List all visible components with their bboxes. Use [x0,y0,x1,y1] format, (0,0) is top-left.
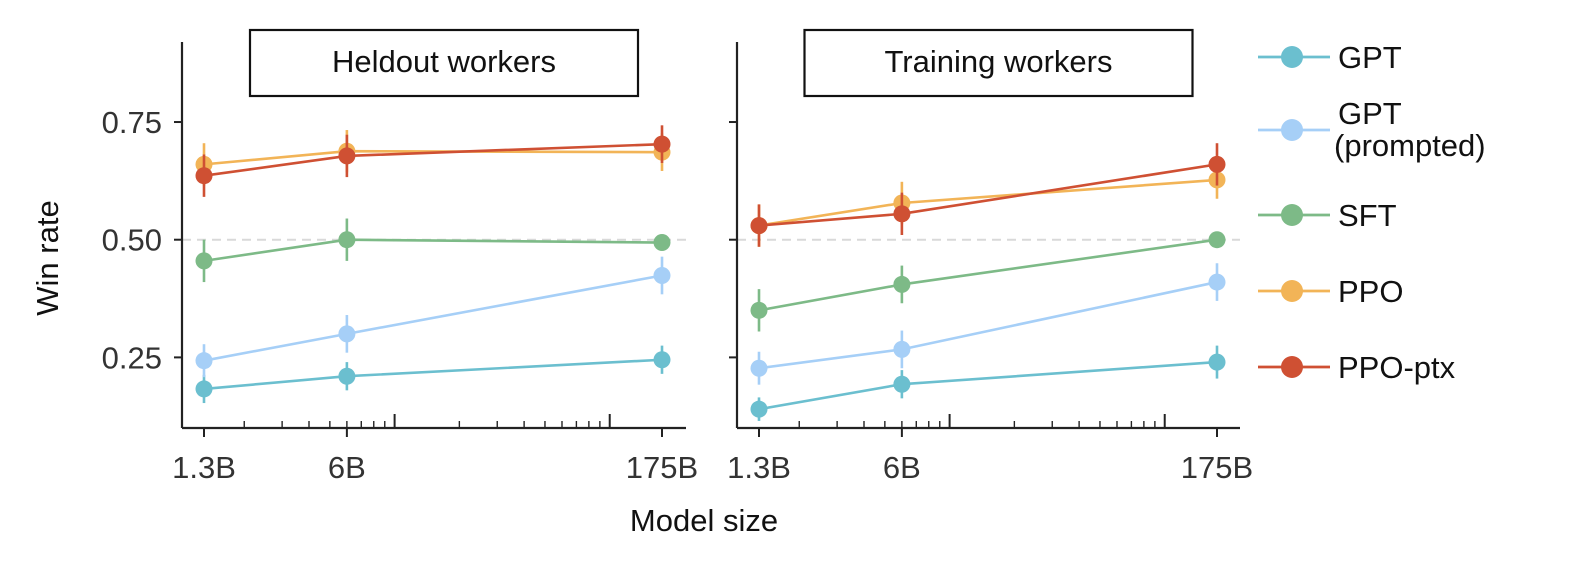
x-tick-label: 175B [1181,450,1253,485]
x-axis-label: Model size [630,503,778,538]
data-point [338,325,356,343]
data-point [653,135,671,153]
x-tick-label: 1.3B [727,450,791,485]
legend-label: GPT [1338,96,1402,131]
data-point [893,375,911,393]
data-point [750,359,768,377]
series-gpt [750,345,1226,421]
series-line [203,274,663,362]
data-point [653,266,671,284]
data-point [750,301,768,319]
legend-item-gpt-prompted-: GPT(prompted) [1258,96,1486,163]
legend-label: PPO [1338,274,1403,309]
data-point [750,400,768,418]
x-tick-label: 175B [626,450,698,485]
data-point [1208,155,1226,173]
data-point [338,147,356,165]
legend-item-sft: SFT [1258,198,1397,233]
legend-label-line2: (prompted) [1334,128,1486,163]
y-tick-label: 0.50 [102,223,162,258]
series-gpt [195,345,671,404]
panel-title-box [248,28,640,98]
legend-marker [1281,46,1303,68]
series-ppo-ptx [750,143,1226,247]
panel-1: 1.3B 6B 175B Training workers [727,28,1253,485]
series-ppo [195,130,671,186]
data-point [195,380,213,398]
data-point [195,252,213,270]
legend-item-ppo: PPO [1258,274,1403,309]
series-line [203,238,663,263]
data-point [893,275,911,293]
legend-marker [1281,204,1303,226]
series-ppo-ptx [195,125,671,197]
y-tick-label: 0.75 [102,105,162,140]
legend-item-ppo-ptx: PPO-ptx [1258,350,1456,385]
data-point [195,352,213,370]
data-point [893,205,911,223]
panel-title: Training workers [885,44,1113,79]
series-line [758,280,1218,370]
legend-marker [1281,356,1303,378]
data-point [893,340,911,358]
data-point [653,351,671,369]
x-tick-label: 1.3B [172,450,236,485]
panel-0: 0.25 0.50 0.75 1.3B 6B 175B Heldout workers [102,28,698,485]
legend-marker [1281,119,1303,141]
data-point [750,217,768,235]
data-point [338,367,356,385]
data-point [195,167,213,185]
x-tick-label: 6B [883,450,921,485]
x-tick-label: 6B [328,450,366,485]
legend-label: GPT [1338,40,1402,75]
data-point [338,231,356,249]
series-gpt-prompted- [195,256,671,378]
series-gpt-prompted- [750,263,1226,385]
legend-label: PPO-ptx [1338,350,1456,385]
series-line [758,163,1218,227]
data-point [1208,273,1226,291]
legend-marker [1281,280,1303,302]
series-line [203,358,663,391]
series-sft [750,231,1226,332]
panel-title-box [803,28,1194,98]
data-point [1208,231,1226,249]
series-sft [195,218,671,283]
series-line [758,238,1218,312]
legend-item-gpt: GPT [1258,40,1402,75]
y-tick-label: 0.25 [102,340,162,375]
data-point [1208,353,1226,371]
data-point [653,234,671,252]
series-line [758,360,1218,411]
series-line [203,142,663,177]
panel-title: Heldout workers [332,44,556,79]
legend-label: SFT [1338,198,1397,233]
y-axis-label: Win rate [30,200,65,315]
